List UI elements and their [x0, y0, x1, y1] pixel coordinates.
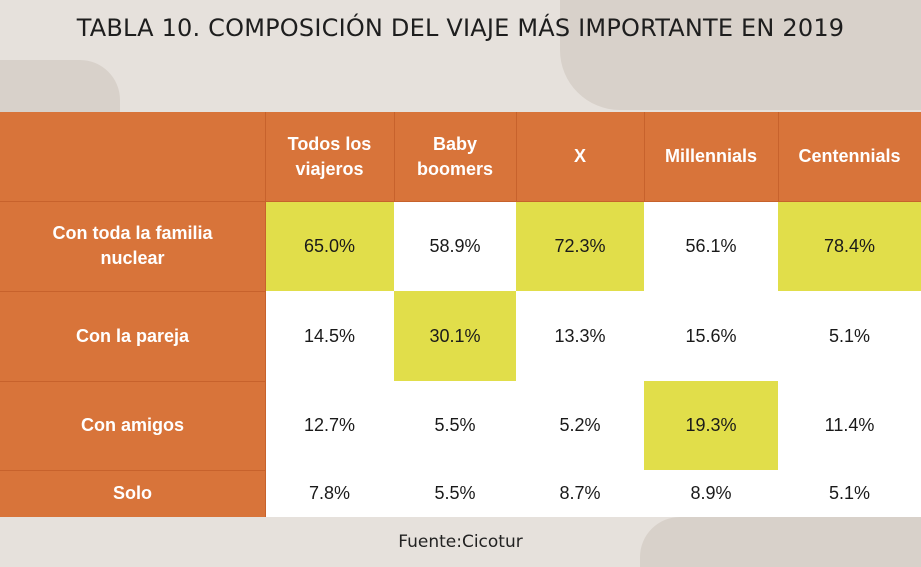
- table-cell: 7.8%: [265, 470, 394, 517]
- row-divider: [0, 470, 265, 471]
- column-header: Centennials: [798, 146, 901, 166]
- table-cell: 12.7%: [265, 381, 394, 470]
- background-map-shape: [0, 60, 120, 112]
- highlighted-cell: 72.3%: [516, 201, 644, 291]
- row-label: Con amigos: [80, 415, 184, 435]
- row-label: Con toda la familia nuclear: [52, 223, 213, 268]
- column-header: Millennials: [664, 146, 758, 166]
- column-header: X: [573, 146, 586, 166]
- highlighted-cell: 19.3%: [644, 381, 778, 470]
- table-cell: 11.4%: [778, 381, 921, 470]
- background-map-shape: [640, 517, 921, 567]
- column-divider: [644, 112, 645, 201]
- header-divider: [0, 201, 921, 202]
- source-note: Fuente:Cicotur: [398, 532, 523, 552]
- table-cell: 5.1%: [778, 470, 921, 517]
- column-divider: [516, 112, 517, 201]
- column-divider: [394, 112, 395, 201]
- row-label: Solo: [113, 483, 152, 503]
- data-table: Todos los viajeros Baby boomers X Millennia…: [0, 112, 921, 517]
- background-map-shape: [560, 0, 921, 110]
- table-cell: 15.6%: [644, 291, 778, 381]
- table-cell: 5.5%: [394, 470, 516, 517]
- table-cell: 14.5%: [265, 291, 394, 381]
- row-divider: [0, 381, 265, 382]
- table-cell: 8.7%: [516, 470, 644, 517]
- table-cell: 13.3%: [516, 291, 644, 381]
- highlighted-cell: 30.1%: [394, 291, 516, 381]
- table-cell: 8.9%: [644, 470, 778, 517]
- table-cell: 5.1%: [778, 291, 921, 381]
- table-cell: 58.9%: [394, 201, 516, 291]
- table-title: TABLA 10. COMPOSICIÓN DEL VIAJE MÁS IMPO…: [76, 14, 845, 42]
- column-header: Baby boomers: [416, 133, 494, 179]
- column-header: Todos los viajeros: [287, 133, 372, 179]
- table-cell: 56.1%: [644, 201, 778, 291]
- table-cell: 5.5%: [394, 381, 516, 470]
- row-divider: [0, 291, 265, 292]
- column-divider: [778, 112, 779, 201]
- label-column-divider: [265, 112, 266, 517]
- row-label: Con la pareja: [75, 325, 190, 346]
- highlighted-cell: 65.0%: [265, 201, 394, 291]
- table-cell: 5.2%: [516, 381, 644, 470]
- highlighted-cell: 78.4%: [778, 201, 921, 291]
